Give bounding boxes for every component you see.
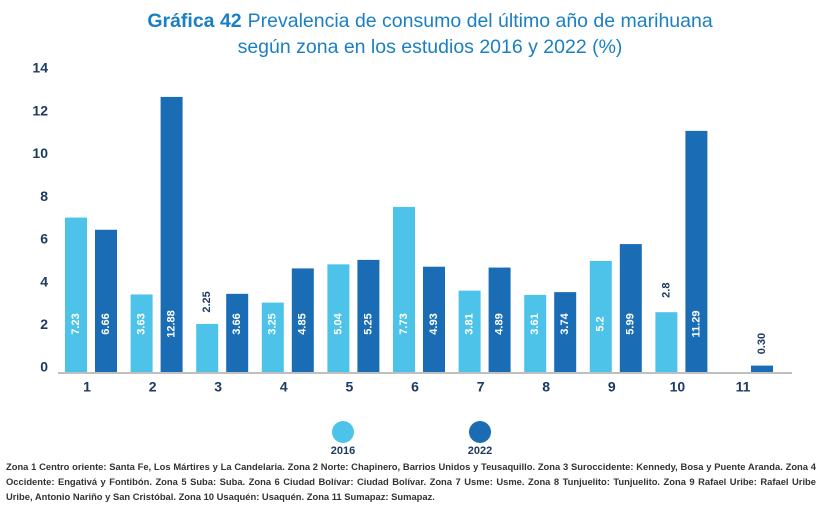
value-label: 3.25 xyxy=(267,313,279,334)
bar xyxy=(291,268,314,372)
bar xyxy=(357,259,380,372)
bar xyxy=(554,292,577,372)
bar xyxy=(393,206,415,372)
legend-label: 2016 xyxy=(331,445,355,457)
bar xyxy=(95,229,117,372)
bar xyxy=(160,96,183,373)
value-label: 5.99 xyxy=(625,313,637,334)
value-label: 12.88 xyxy=(166,310,178,338)
x-tick-label: 11 xyxy=(736,379,751,395)
y-tick-label: 10 xyxy=(32,145,48,161)
bar xyxy=(488,267,511,372)
y-tick-label: 2 xyxy=(40,316,48,332)
value-label: 3.66 xyxy=(231,313,243,334)
bar xyxy=(751,365,773,372)
x-tick-label: 6 xyxy=(411,379,419,395)
bar xyxy=(589,260,612,372)
value-label: 6.66 xyxy=(100,313,112,334)
legend-marker xyxy=(469,421,491,443)
legend-marker xyxy=(332,421,354,443)
value-label: 5.2 xyxy=(595,316,607,331)
x-tick-label: 1 xyxy=(83,379,91,395)
x-tick-label: 9 xyxy=(608,379,616,395)
x-tick-label: 10 xyxy=(670,379,686,395)
bar xyxy=(261,302,284,372)
legend-label: 2022 xyxy=(468,445,492,457)
bar xyxy=(65,217,87,372)
value-label: 4.89 xyxy=(494,313,506,334)
value-label: 0.30 xyxy=(756,333,768,354)
y-tick-label: 8 xyxy=(40,188,48,204)
bar xyxy=(196,323,219,372)
y-tick-label: 14 xyxy=(32,60,48,76)
value-label: 2.8 xyxy=(660,283,672,298)
bar xyxy=(423,266,445,372)
value-label: 4.85 xyxy=(297,313,309,334)
bar xyxy=(685,130,708,372)
y-tick-label: 6 xyxy=(40,231,48,247)
bar xyxy=(619,244,642,372)
bar xyxy=(458,290,481,372)
value-label: 7.23 xyxy=(70,313,82,334)
y-tick-label: 12 xyxy=(32,102,48,118)
value-label: 2.25 xyxy=(201,291,213,312)
bar xyxy=(327,264,350,372)
bar xyxy=(524,294,547,372)
bar xyxy=(655,312,678,372)
x-tick-label: 7 xyxy=(477,379,485,395)
x-tick-label: 8 xyxy=(542,379,550,395)
footnote: Zona 1 Centro oriente: Santa Fe, Los Már… xyxy=(6,461,816,502)
chart-title: Prevalencia de consumo del último año de… xyxy=(248,10,713,32)
chart-title-line: Gráfica 42 Prevalencia de consumo del últ… xyxy=(147,10,712,32)
value-label: 7.73 xyxy=(398,313,410,334)
bar xyxy=(226,293,249,372)
y-tick-label: 0 xyxy=(40,359,48,375)
value-label: 11.29 xyxy=(690,311,702,338)
y-tick-label: 4 xyxy=(40,273,48,289)
value-label: 3.74 xyxy=(559,312,571,334)
value-label: 5.25 xyxy=(362,313,374,334)
x-tick-label: 3 xyxy=(214,379,222,395)
value-label: 3.81 xyxy=(464,313,476,334)
chart: Gráfica 42 Prevalencia de consumo del últ… xyxy=(32,10,792,457)
value-label: 3.63 xyxy=(136,313,148,334)
value-label: 3.61 xyxy=(529,313,541,334)
chart-title: según zona en los estudios 2016 y 2022 (… xyxy=(238,36,623,58)
value-label: 5.04 xyxy=(332,312,344,334)
chart-label: Gráfica 42 xyxy=(147,10,241,32)
x-tick-label: 4 xyxy=(280,379,288,395)
bar xyxy=(130,294,153,372)
x-tick-label: 2 xyxy=(149,379,157,395)
value-label: 4.93 xyxy=(428,313,440,334)
x-tick-label: 5 xyxy=(346,379,354,395)
